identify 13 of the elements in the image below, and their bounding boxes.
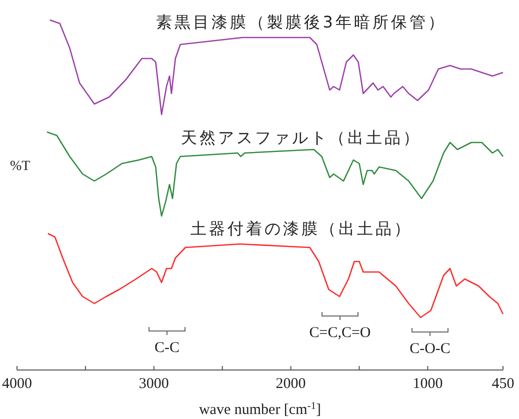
x-axis-title: wave number [cm$^{-1}$] <box>198 400 322 418</box>
series-label: 土器付着の漆膜（出土品） <box>190 219 412 238</box>
x-tick-label: 3000 <box>138 376 169 392</box>
series-label: 素黒目漆膜（製膜後3年暗所保管） <box>156 12 446 32</box>
annotation: C=C,C=O <box>309 325 371 341</box>
series-label: 天然アスファルト（出土品） <box>181 128 422 147</box>
x-tick-label: 4000 <box>2 376 32 392</box>
annotation: C-O-C <box>410 341 450 357</box>
y-axis-title: %T <box>10 159 31 174</box>
x-tick-label: 1000 <box>412 376 443 392</box>
annotation: C-C <box>154 340 180 356</box>
x-tick-label: 450 <box>492 376 514 392</box>
x-tick-label: 2000 <box>276 376 306 392</box>
